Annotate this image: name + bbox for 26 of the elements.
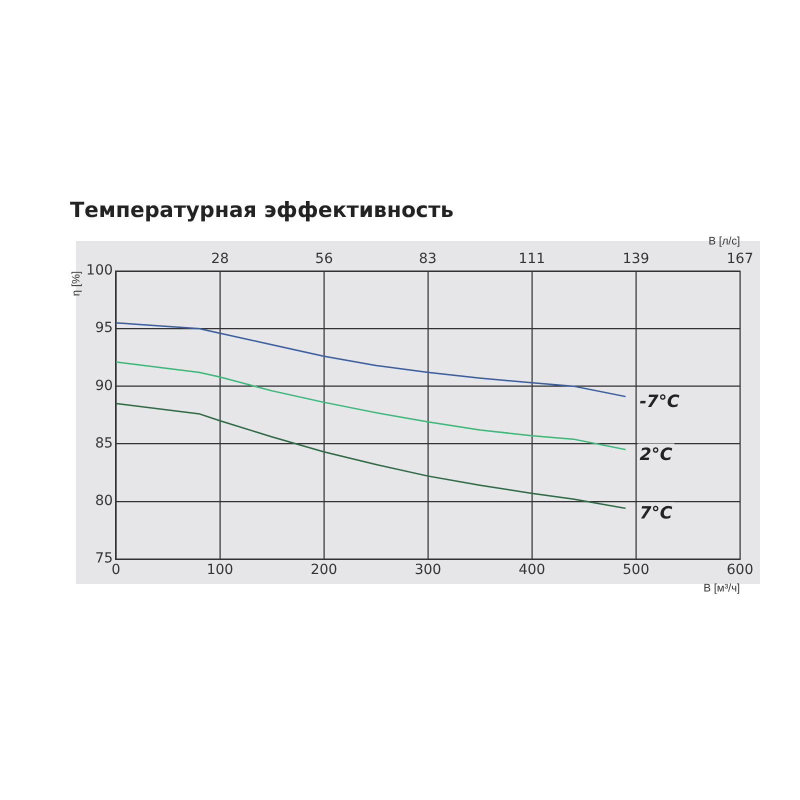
y-tick-label: 100 [86, 262, 113, 279]
y-tick-label: 75 [95, 550, 113, 567]
y-axis-title: η [%] [70, 271, 83, 296]
x-tick-label: 200 [310, 562, 338, 578]
x-tick-label: 500 [622, 562, 650, 578]
x-tick-label: 400 [518, 562, 546, 578]
x2-tick-label: 83 [418, 251, 437, 268]
y-tick-label: 90 [95, 378, 113, 394]
x2-tick-label: 167 [726, 251, 754, 268]
x-tick-label: 100 [206, 562, 234, 578]
y-tick-label: 85 [95, 435, 113, 452]
x2-tick-label: 111 [518, 251, 546, 268]
series-label: 7°C [640, 504, 673, 524]
x2-axis-title: В [л/с] [708, 236, 740, 248]
series-label: 2°C [640, 444, 673, 465]
x2-tick-label: 28 [211, 251, 229, 268]
y-tick-label: 95 [95, 320, 113, 336]
x-tick-label: 0 [111, 562, 120, 578]
x-axis-title: В [м³/ч] [703, 582, 740, 594]
x-tick-label: 600 [726, 562, 754, 578]
x2-tick-label: 139 [622, 251, 650, 268]
chart-title: Температурная эффективность [70, 198, 454, 222]
y-tick-label: 80 [95, 493, 113, 510]
x-tick-label: 300 [414, 562, 442, 578]
x2-tick-label: 56 [315, 251, 334, 268]
series-label: -7°C [640, 392, 680, 412]
